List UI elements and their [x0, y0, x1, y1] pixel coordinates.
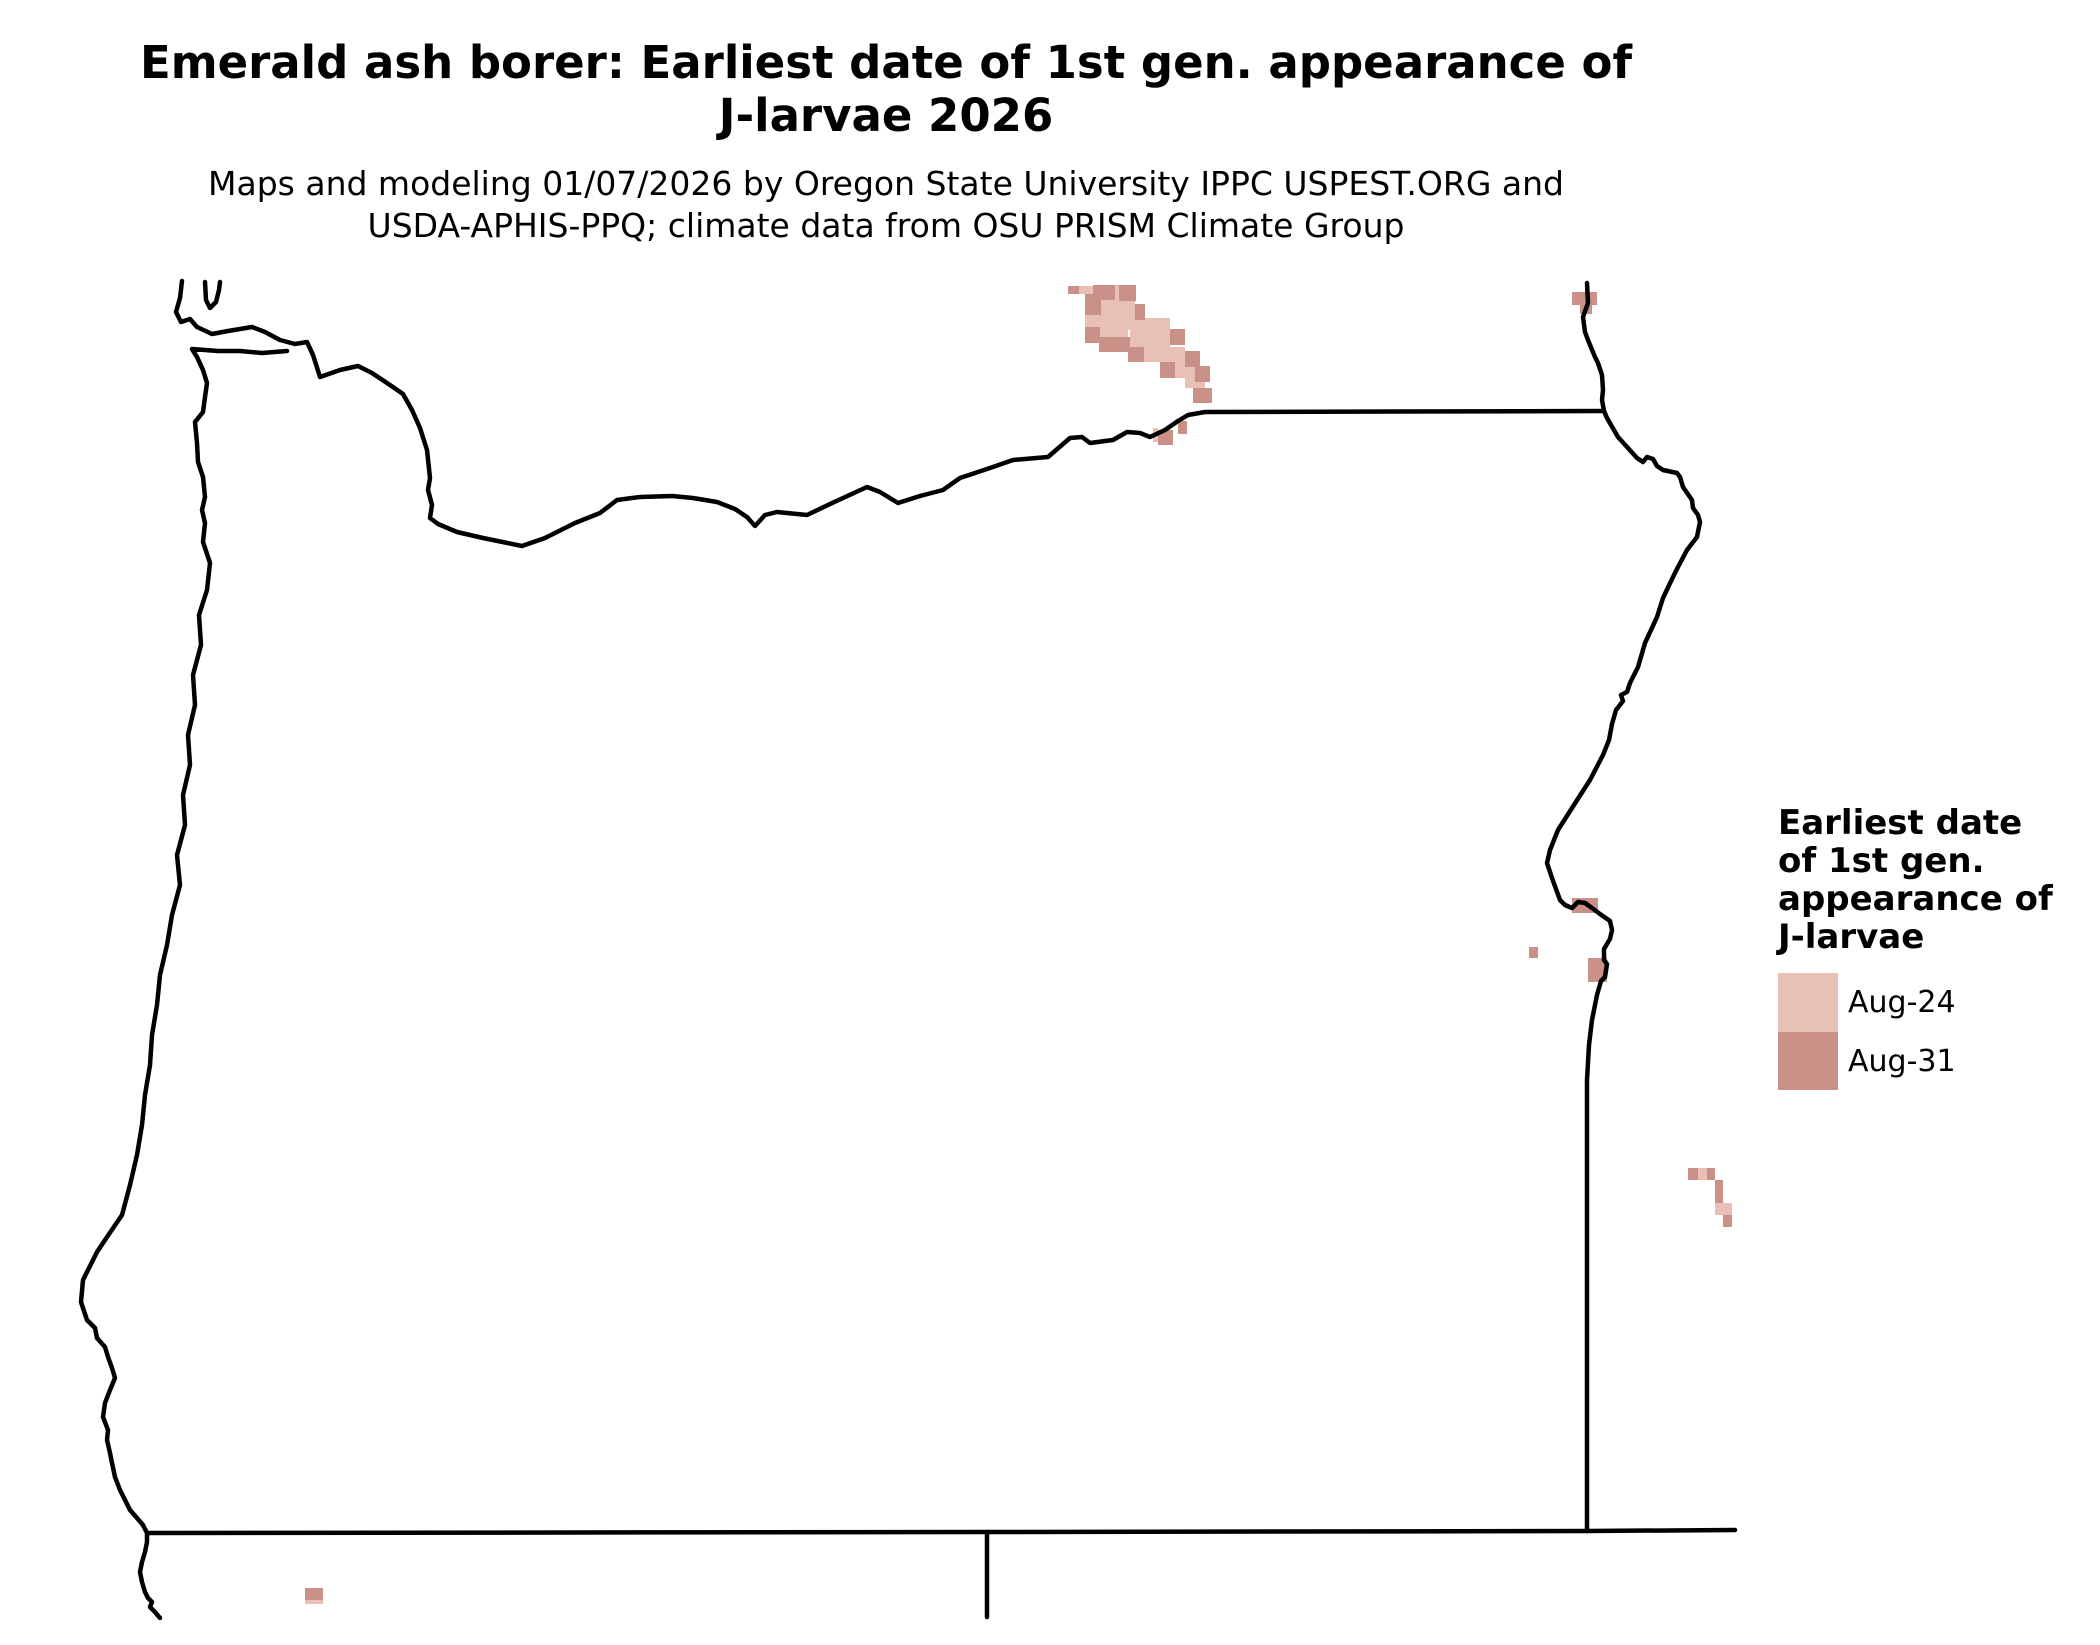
model-raster-cell — [305, 1588, 323, 1600]
model-raster-cell — [1128, 347, 1144, 362]
state-border-line — [173, 278, 1607, 549]
page-title: Emerald ash borer: Earliest date of 1st … — [139, 36, 1633, 142]
model-raster-cell — [1085, 315, 1093, 327]
model-raster-cell — [1101, 330, 1128, 337]
model-raster-cell — [1572, 292, 1597, 305]
model-raster-cell — [1193, 388, 1212, 403]
model-raster-cell — [1085, 294, 1101, 315]
model-raster-cell — [1130, 318, 1170, 347]
model-raster-cell — [1115, 285, 1119, 301]
model-raster-cell — [1707, 1168, 1715, 1180]
model-raster-cell — [1099, 337, 1130, 352]
model-raster-cell — [305, 1600, 323, 1604]
legend-label-aug-24: Aug-24 — [1848, 985, 1956, 1020]
state-border-line — [202, 279, 223, 311]
legend-title: Earliest date of 1st gen. appearance of … — [1778, 803, 2053, 957]
model-raster-cell — [1195, 366, 1210, 382]
model-raster-cell — [1170, 329, 1185, 345]
state-border-line — [1580, 280, 1607, 414]
state-border-line — [1544, 408, 1703, 1534]
model-raster-cell — [1529, 947, 1538, 958]
model-raster-cell — [1101, 300, 1135, 330]
model-raster-cell — [1723, 1215, 1732, 1227]
model-raster-cell — [1588, 958, 1607, 982]
model-raster-cell — [1119, 285, 1136, 301]
legend-swatch-aug-31 — [1778, 1032, 1838, 1090]
model-raster-cell — [1135, 304, 1145, 320]
model-raster-cell — [1078, 286, 1093, 294]
model-raster-cell — [1688, 1168, 1698, 1180]
model-raster-cell — [1085, 327, 1100, 343]
model-raster-cell — [1698, 1168, 1707, 1180]
model-raster-cell — [1715, 1180, 1723, 1203]
model-raster-cell — [1093, 308, 1101, 337]
model-raster-cell — [1178, 421, 1187, 434]
legend-label-aug-31: Aug-31 — [1848, 1044, 1956, 1079]
model-raster-cell — [1715, 1203, 1732, 1215]
state-border-line — [78, 346, 290, 1621]
model-raster-cell — [1068, 286, 1079, 294]
page-subtitle: Maps and modeling 01/07/2026 by Oregon S… — [208, 164, 1564, 245]
model-raster-cell — [1144, 347, 1185, 362]
state-border-line — [144, 1527, 1738, 1536]
legend-swatch-aug-24 — [1778, 973, 1838, 1032]
model-raster-cell — [1185, 351, 1200, 367]
model-raster-cell — [1160, 362, 1175, 378]
